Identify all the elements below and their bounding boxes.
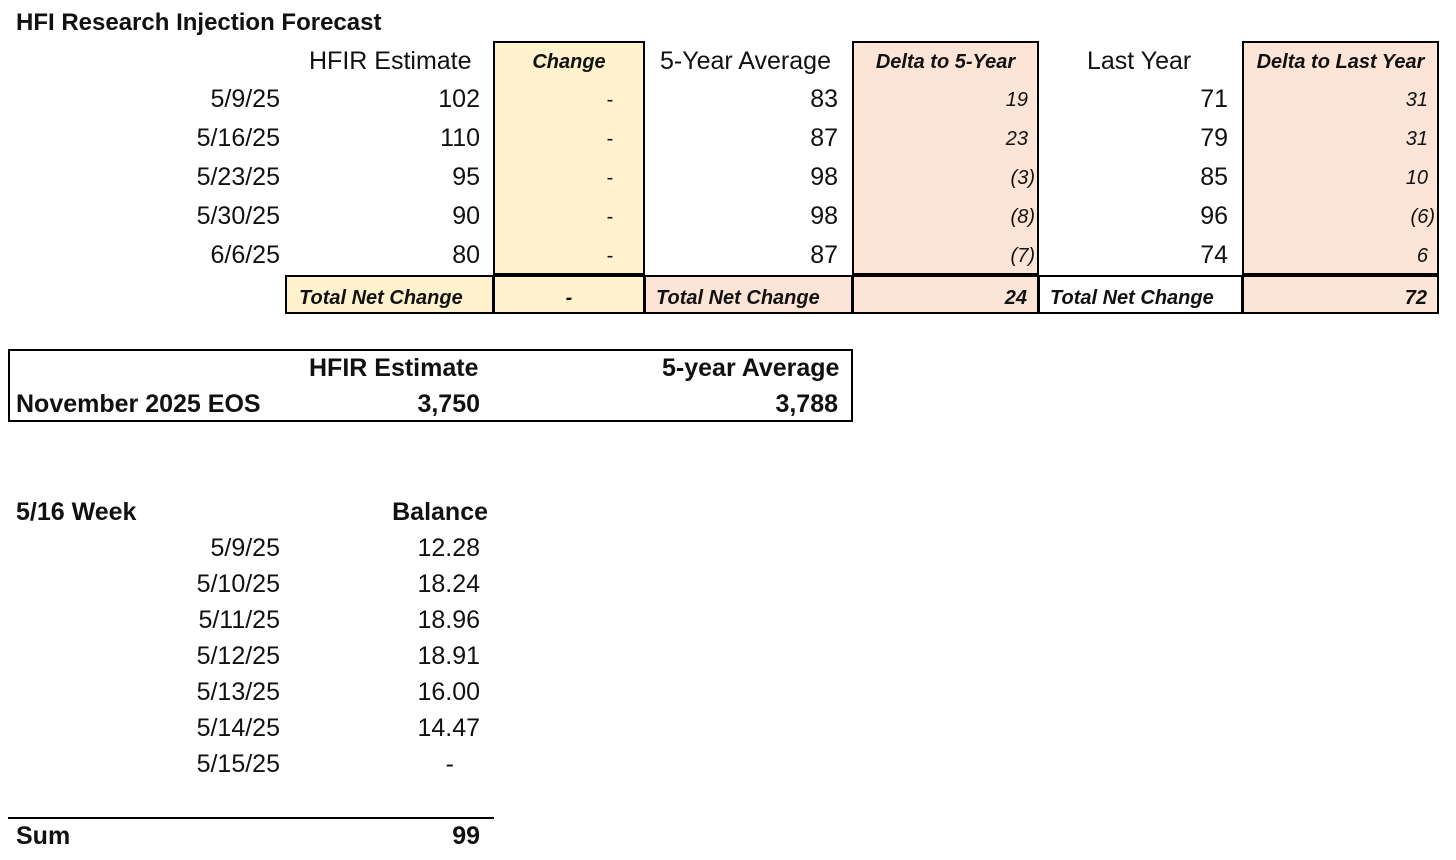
row-hfir: 110 xyxy=(440,124,480,152)
row-change: - xyxy=(606,245,614,267)
row-delta5: (8) xyxy=(1010,206,1035,228)
row-change: - xyxy=(606,89,614,111)
balance-row-value: 12.28 xyxy=(417,534,480,562)
eos-hfir-header: HFIR Estimate xyxy=(309,354,479,382)
row-delta5: 23 xyxy=(1005,128,1028,150)
balance-row-value: 14.47 xyxy=(417,714,480,742)
row-delta-ly: 6 xyxy=(1416,245,1428,267)
row-change: - xyxy=(606,167,614,189)
balance-column-header: Balance xyxy=(392,498,488,526)
balance-row-date: 5/12/25 xyxy=(196,642,280,670)
row-five-year: 87 xyxy=(810,241,838,269)
row-last-year: 79 xyxy=(1200,124,1228,152)
row-date: 5/16/25 xyxy=(196,124,280,152)
row-delta5: (7) xyxy=(1010,245,1035,267)
row-date: 5/30/25 xyxy=(196,202,280,230)
sum-divider xyxy=(8,817,494,819)
row-delta-ly: (6) xyxy=(1410,206,1435,228)
row-five-year: 98 xyxy=(810,163,838,191)
sheet-title: HFI Research Injection Forecast xyxy=(16,9,382,36)
header-delta-to-last-year: Delta to Last Year xyxy=(1256,51,1425,73)
balance-row-value: - xyxy=(445,750,454,778)
row-last-year: 96 xyxy=(1200,202,1228,230)
total-net-change-label-2: Total Net Change xyxy=(644,275,853,314)
row-delta-ly: 31 xyxy=(1405,89,1428,111)
total-delta-ly-value: 72 xyxy=(1242,275,1439,314)
header-change: Change xyxy=(532,51,606,73)
row-change: - xyxy=(606,128,614,150)
balance-row-value: 18.24 xyxy=(417,570,480,598)
balance-row-date: 5/13/25 xyxy=(196,678,280,706)
row-hfir: 80 xyxy=(452,241,480,269)
row-delta-ly: 10 xyxy=(1405,167,1428,189)
row-five-year: 83 xyxy=(810,85,838,113)
sum-label: Sum xyxy=(16,822,71,850)
total-net-change-label-3: Total Net Change xyxy=(1038,275,1243,314)
eos-summary-box xyxy=(8,349,853,422)
row-hfir: 102 xyxy=(438,85,480,113)
eos-avg-value: 3,788 xyxy=(775,390,838,418)
total-delta5-value: 24 xyxy=(852,275,1039,314)
total-change-value: - xyxy=(493,275,645,314)
row-delta5: (3) xyxy=(1010,167,1035,189)
balance-row-value: 18.96 xyxy=(417,606,480,634)
row-five-year: 98 xyxy=(810,202,838,230)
header-5-year-average: 5-Year Average xyxy=(660,47,831,75)
balance-row-date: 5/14/25 xyxy=(196,714,280,742)
row-delta5: 19 xyxy=(1005,89,1028,111)
delta-ly-column-shade xyxy=(1242,41,1439,275)
sum-value: 99 xyxy=(452,822,480,850)
balance-row-value: 18.91 xyxy=(417,642,480,670)
row-date: 5/23/25 xyxy=(196,163,280,191)
eos-hfir-value: 3,750 xyxy=(417,390,480,418)
row-date: 5/9/25 xyxy=(210,85,280,113)
eos-avg-header: 5-year Average xyxy=(662,354,840,382)
balance-row-date: 5/10/25 xyxy=(196,570,280,598)
header-delta-to-5-year: Delta to 5-Year xyxy=(875,51,1016,73)
total-net-change-label-1: Total Net Change xyxy=(285,275,494,314)
change-column-shade xyxy=(493,41,645,275)
balance-row-date: 5/11/25 xyxy=(198,606,280,634)
row-date: 6/6/25 xyxy=(210,241,280,269)
header-last-year: Last Year xyxy=(1087,47,1192,75)
row-change: - xyxy=(606,206,614,228)
row-last-year: 71 xyxy=(1200,85,1228,113)
header-hfir-estimate: HFIR Estimate xyxy=(309,47,472,75)
row-hfir: 90 xyxy=(452,202,480,230)
balance-row-date: 5/15/25 xyxy=(196,750,280,778)
delta5-column-shade xyxy=(852,41,1039,275)
row-delta-ly: 31 xyxy=(1405,128,1428,150)
row-hfir: 95 xyxy=(452,163,480,191)
row-last-year: 85 xyxy=(1200,163,1228,191)
eos-row-label: November 2025 EOS xyxy=(16,390,261,418)
balance-row-date: 5/9/25 xyxy=(210,534,280,562)
balance-row-value: 16.00 xyxy=(417,678,480,706)
row-last-year: 74 xyxy=(1200,241,1228,269)
balance-week-label: 5/16 Week xyxy=(16,498,137,526)
row-five-year: 87 xyxy=(810,124,838,152)
